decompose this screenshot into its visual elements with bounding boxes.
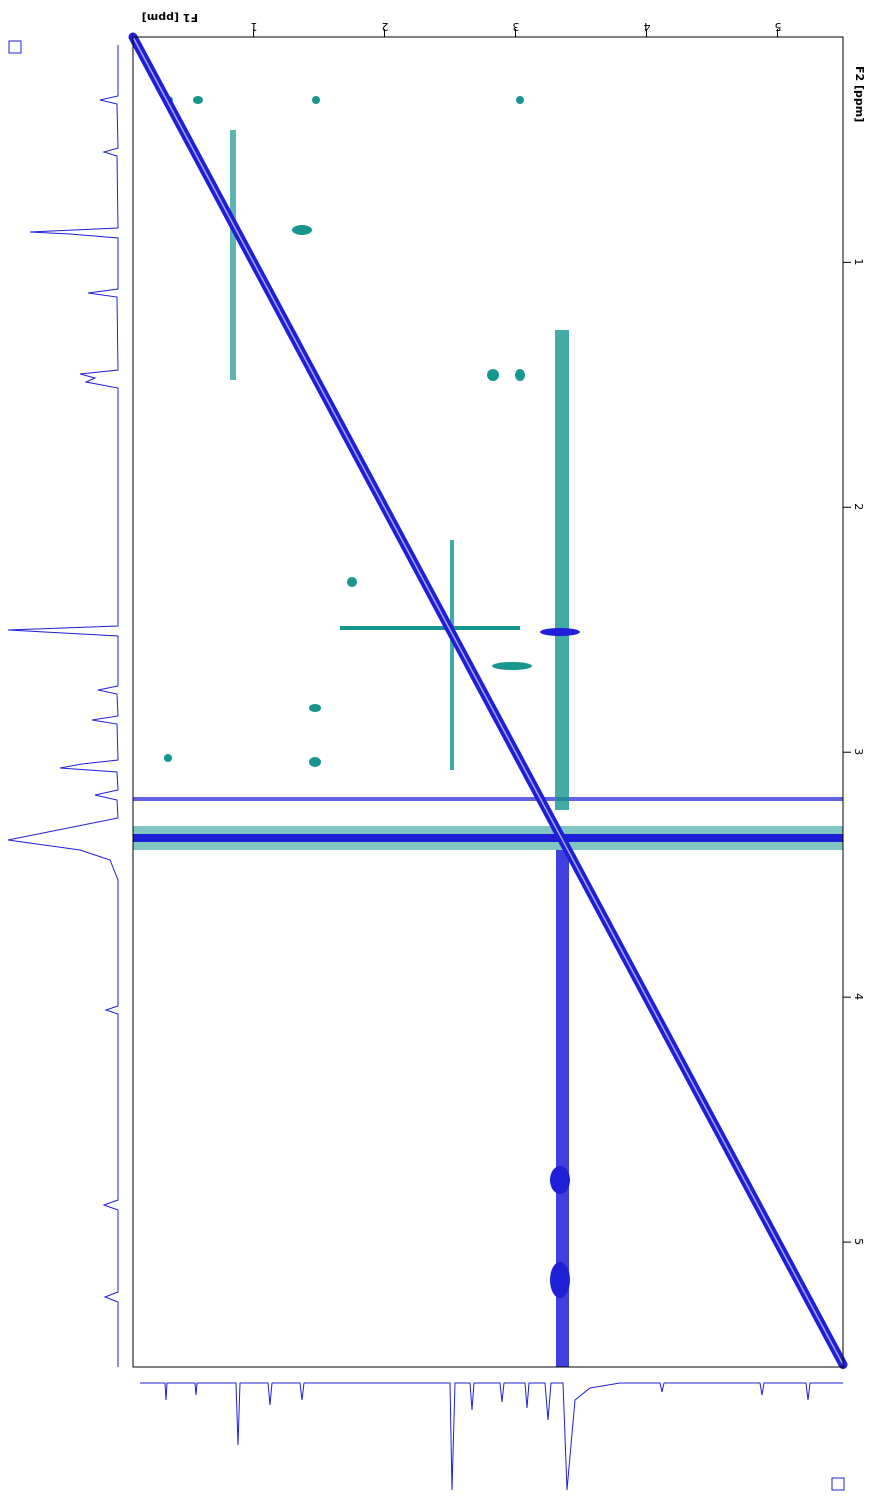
x-axis-label: F1 [ppm] — [142, 11, 198, 24]
toggle-box[interactable] — [832, 1478, 844, 1490]
toggle-box[interactable] — [9, 41, 21, 53]
y-axis-label: F2 [ppm] — [853, 66, 866, 122]
nmr-spectrum-view: F1 [ppm] F2 [ppm] 1 2 3 4 5 1 2 3 4 5 — [0, 0, 879, 1497]
x-tick-label: 3 — [513, 20, 520, 33]
f1-projection — [140, 1383, 843, 1490]
x-tick-label: 5 — [775, 20, 782, 33]
x-tick-label: 1 — [251, 20, 258, 33]
y-tick-label: 5 — [852, 1238, 865, 1245]
x-tick-label: 4 — [644, 20, 651, 33]
diagonal-core — [133, 37, 843, 1365]
y-tick-label: 2 — [852, 503, 865, 510]
plot-area — [133, 37, 843, 1365]
y-tick-label: 3 — [852, 748, 865, 755]
y-tick-label: 1 — [852, 258, 865, 265]
y-tick-label: 4 — [852, 993, 865, 1000]
x-tick-label: 2 — [382, 20, 389, 33]
f2-projection — [8, 45, 118, 1367]
